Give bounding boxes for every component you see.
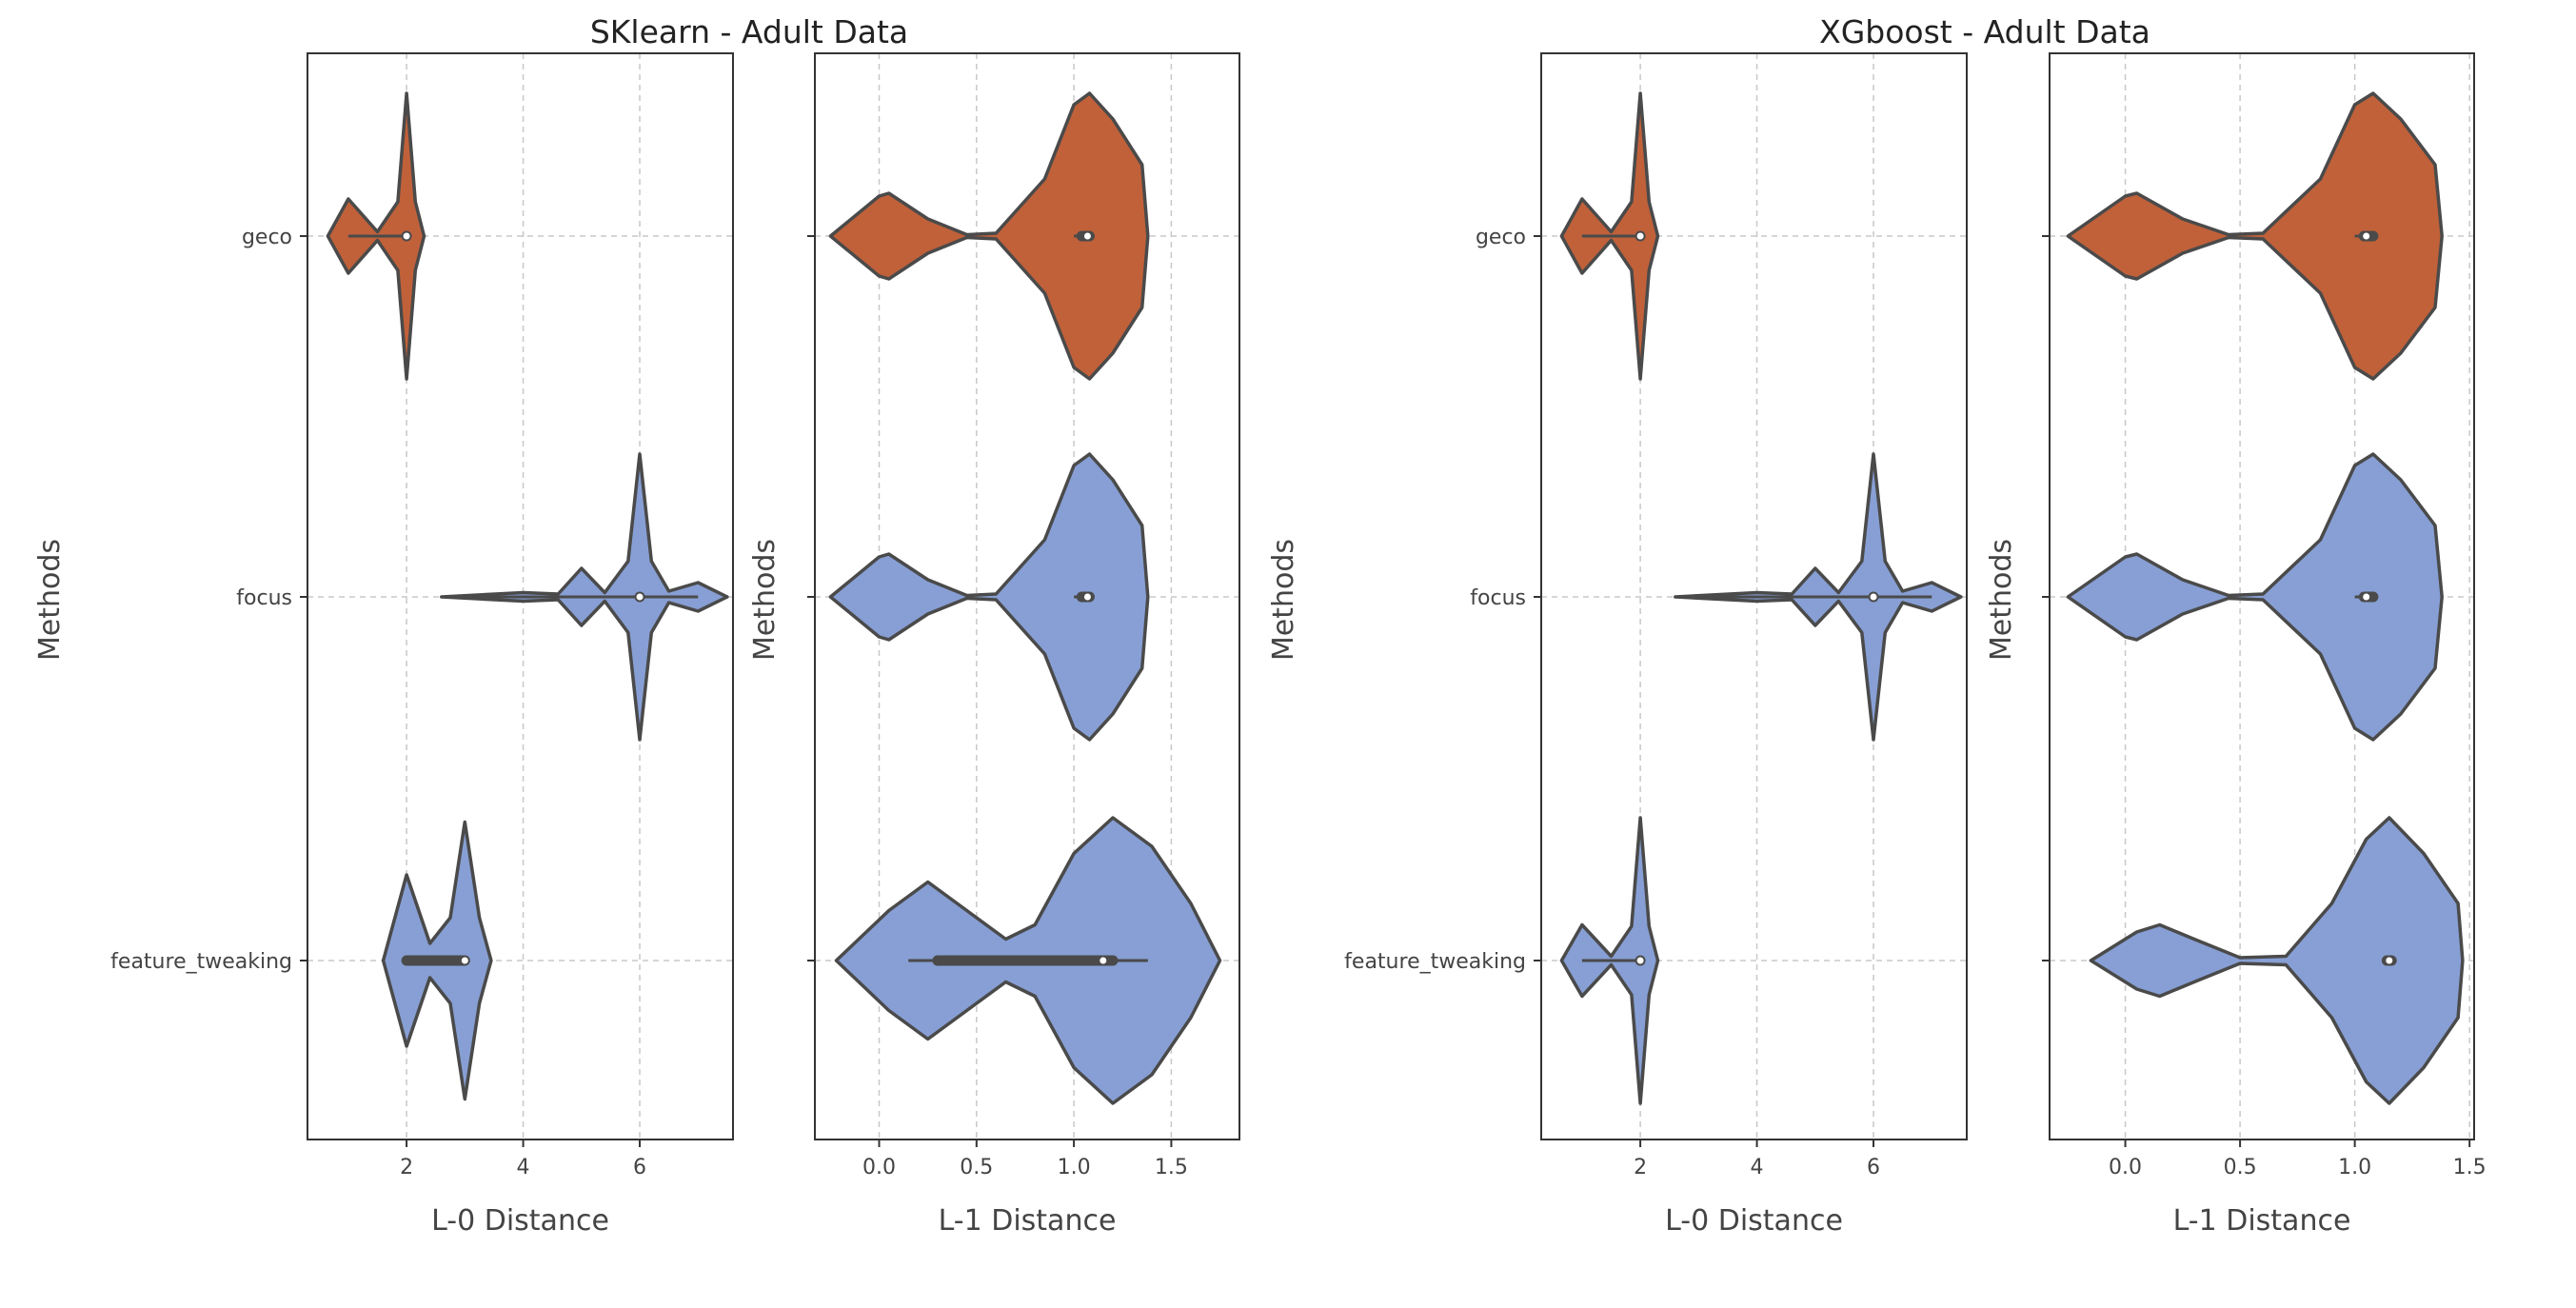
x-tick-label: 0.0	[2109, 1156, 2142, 1179]
x-axis-label: L-0 Distance	[1665, 1204, 1843, 1238]
y-tick-label: feature_tweaking	[110, 950, 292, 974]
y-tick-label: geco	[242, 226, 292, 249]
x-axis-label: L-0 Distance	[431, 1204, 609, 1238]
x-tick-label: 4	[1751, 1156, 1764, 1179]
violin-panel-4: 0.0 0.5 1.0 1.5 L-1 Distance Methods	[1985, 52, 2487, 1238]
violin-panel-1: 2 4 6 geco focus feature_tweaking L-0 Distance…	[33, 52, 734, 1238]
y-tick-label: focus	[1470, 586, 1526, 610]
violin-median-feature_tweaking	[1635, 956, 1645, 965]
y-axis-label: Methods	[1985, 539, 2018, 661]
x-tick-label: 0.5	[2224, 1156, 2257, 1179]
violin-median-geco	[1082, 231, 1092, 241]
violin-median-focus	[2362, 592, 2371, 602]
x-tick-label: 6	[633, 1156, 646, 1179]
y-tick-label: geco	[1476, 226, 1526, 249]
y-axis-label: Methods	[748, 539, 782, 661]
x-tick-label: 0.0	[862, 1156, 896, 1179]
violin-median-feature_tweaking	[460, 956, 469, 965]
x-tick-label: 1.0	[1058, 1156, 1091, 1179]
violin-median-geco	[2362, 231, 2371, 241]
x-axis-label: L-1 Distance	[939, 1204, 1117, 1238]
x-tick-label: 0.5	[960, 1156, 993, 1179]
y-tick-label: focus	[236, 586, 292, 610]
violin-median-focus	[1869, 592, 1878, 602]
x-tick-label: 1.0	[2338, 1156, 2371, 1179]
violin-panel-2: 0.0 0.5 1.0 1.5 L-1 Distance Methods	[748, 52, 1240, 1238]
x-axis-label: L-1 Distance	[2173, 1204, 2351, 1238]
violin-median-feature_tweaking	[2385, 956, 2394, 965]
violin-focus	[2066, 452, 2444, 742]
violin-median-feature_tweaking	[1099, 956, 1108, 965]
x-tick-label: 1.5	[1155, 1156, 1188, 1179]
violin-feature_tweaking	[2089, 816, 2465, 1105]
violin-median-focus	[635, 592, 644, 602]
violin-panel-3: 2 4 6 geco focus feature_tweaking L-0 Distance…	[1267, 52, 1968, 1238]
x-tick-label: 4	[517, 1156, 530, 1179]
violin-geco	[2066, 91, 2444, 381]
y-tick-label: feature_tweaking	[1344, 950, 1526, 974]
y-axis-label: Methods	[1267, 539, 1300, 661]
x-tick-label: 2	[1634, 1156, 1647, 1179]
figure-title-xgboost: XGboost - Adult Data	[1819, 13, 2150, 50]
figure-title-sklearn: SKlearn - Adult Data	[589, 13, 909, 50]
y-axis-label: Methods	[33, 539, 67, 661]
violin-focus	[828, 452, 1150, 742]
violin-median-geco	[1635, 231, 1645, 241]
violin-median-focus	[1082, 592, 1092, 602]
violin-geco	[828, 91, 1150, 381]
x-tick-label: 2	[400, 1156, 413, 1179]
violin-median-geco	[402, 231, 411, 241]
x-tick-label: 6	[1867, 1156, 1880, 1179]
x-tick-label: 1.5	[2453, 1156, 2487, 1179]
